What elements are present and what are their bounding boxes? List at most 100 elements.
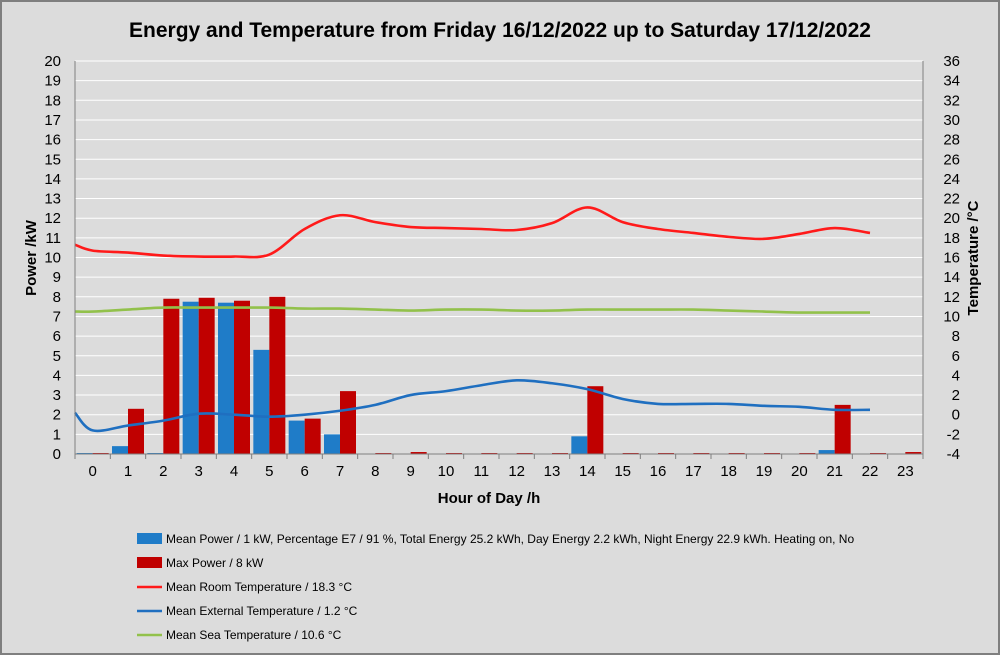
x-tick-label: 7	[336, 463, 344, 480]
temperature-lines	[74, 206, 871, 433]
y2-tick-label: 28	[943, 132, 960, 149]
mean-power-bar	[112, 446, 128, 454]
y2-tick-label: 22	[943, 191, 960, 208]
y2-tick-label: 24	[943, 171, 960, 188]
x-tick-label: 19	[756, 463, 773, 480]
legend-max-power-swatch	[137, 557, 162, 568]
x-tick-label: 5	[265, 463, 273, 480]
sea-temperature-line	[74, 306, 870, 314]
x-tick-label: 12	[508, 463, 525, 480]
x-tick-label: 9	[406, 463, 414, 480]
y2-tick-label: 36	[943, 53, 960, 70]
mean-power-bar	[218, 302, 234, 454]
y2-tick-label: 4	[952, 367, 960, 384]
legend-sea-temperature-label: Mean Sea Temperature / 10.6 °C	[166, 628, 342, 642]
y-tick-label: 6	[53, 328, 61, 345]
y2-axis-label: Temperature /°C	[965, 200, 982, 315]
y-tick-label: 2	[53, 407, 61, 424]
x-tick-label: 8	[371, 463, 379, 480]
mean-power-bar	[182, 301, 199, 454]
grid	[75, 60, 923, 435]
legend-mean-power-swatch	[137, 533, 162, 544]
y-tick-label: 11	[45, 230, 61, 247]
y-tick-label: 20	[44, 53, 61, 70]
y2-tick-label: 32	[943, 92, 960, 109]
x-tick-label: 14	[579, 463, 596, 480]
max-power-bar	[410, 452, 427, 454]
y-tick-label: 19	[44, 73, 61, 90]
mean-power-bar	[818, 450, 835, 454]
x-tick-label: 22	[862, 463, 879, 480]
x-tick-label: 6	[300, 463, 308, 480]
external-temperature-line	[74, 378, 871, 433]
y2-tick-label: 6	[952, 348, 960, 365]
x-tick-label: 1	[124, 463, 132, 480]
y-tick-label: 18	[44, 92, 61, 109]
x-tick-label: 11	[474, 463, 490, 480]
max-power-bar	[587, 386, 604, 454]
y2-tick-label: 2	[952, 387, 960, 404]
x-tick-label: 15	[614, 463, 631, 480]
x-tick-label: 20	[791, 463, 808, 480]
y2-tick-label: -4	[947, 446, 960, 463]
x-tick-label: 23	[897, 463, 914, 480]
y-tick-label: 4	[53, 367, 61, 384]
mean-power-bar	[571, 436, 588, 454]
y-tick-label: 15	[44, 151, 61, 168]
y-axis-label: Power /kW	[23, 219, 40, 296]
y-tick-label: 8	[53, 289, 61, 306]
y2-tick-label: 18	[943, 230, 960, 247]
y-tick-label: 7	[53, 308, 61, 325]
x-tick-label: 0	[88, 463, 96, 480]
y2-tick-label: 0	[952, 407, 960, 424]
max-power-bar	[163, 298, 180, 454]
legend-max-power-label: Max Power / 8 kW	[166, 556, 264, 570]
max-power-bar	[834, 404, 851, 454]
max-power-bar	[234, 300, 250, 454]
max-power-bar	[269, 296, 286, 454]
y-tick-label: 17	[44, 112, 61, 129]
y-tick-label: 10	[44, 250, 61, 267]
max-power-bar	[128, 408, 144, 454]
y2-tick-label: 30	[943, 112, 960, 129]
mean-power-bar	[324, 434, 340, 454]
y-tick-label: 9	[53, 269, 61, 286]
y2-tick-label: 14	[943, 269, 960, 286]
room-temperature-line	[74, 206, 871, 259]
mean-power-bar	[253, 349, 270, 454]
max-power-bar	[198, 297, 215, 454]
x-tick-label: 13	[544, 463, 561, 480]
y-tick-label: 1	[53, 426, 61, 443]
y2-tick-label: 16	[943, 250, 960, 267]
legend-external-temperature-label: Mean External Temperature / 1.2 °C	[166, 604, 358, 618]
x-axis-label: Hour of Day /h	[438, 490, 541, 507]
y-tick-label: 3	[53, 387, 61, 404]
legend-mean-power-label: Mean Power / 1 kW, Percentage E7 / 91 %,…	[166, 532, 854, 546]
chart-title: Energy and Temperature from Friday 16/12…	[129, 19, 871, 42]
y-tick-label: 0	[53, 446, 61, 463]
y2-tick-label: 34	[943, 73, 960, 90]
x-tick-label: 4	[230, 463, 238, 480]
max-power-bar	[340, 391, 356, 454]
y2-tick-label: 10	[943, 308, 960, 325]
mean-power-bar	[288, 420, 305, 454]
axes: 01234567891011121314151617181920-4-20246…	[44, 53, 960, 480]
y-tick-label: 12	[44, 210, 61, 227]
x-tick-label: 10	[438, 463, 455, 480]
x-tick-label: 3	[194, 463, 202, 480]
max-power-bar	[304, 418, 321, 454]
y-tick-label: 5	[53, 348, 61, 365]
y-tick-label: 14	[44, 171, 61, 188]
y2-tick-label: 20	[943, 210, 960, 227]
legend-room-temperature-label: Mean Room Temperature / 18.3 °C	[166, 580, 352, 594]
legend: Mean Power / 1 kW, Percentage E7 / 91 %,…	[137, 532, 854, 642]
y2-tick-label: -2	[947, 426, 960, 443]
y-tick-label: 16	[44, 132, 61, 149]
y-tick-label: 13	[44, 191, 61, 208]
x-tick-label: 2	[159, 463, 167, 480]
y2-tick-label: 8	[952, 328, 960, 345]
x-tick-label: 16	[650, 463, 667, 480]
max-power-bar	[905, 452, 922, 454]
